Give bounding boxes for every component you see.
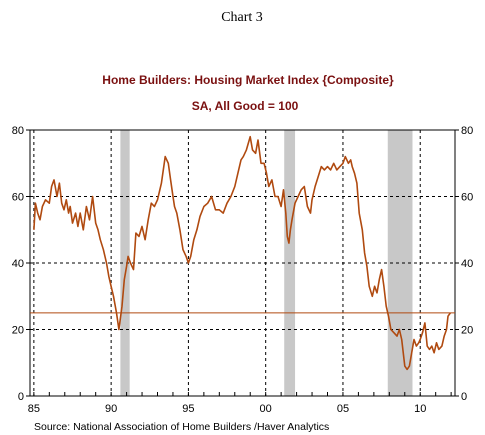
y-tick-label-right-4: 80 (461, 125, 473, 137)
y-tick-label-right-2: 40 (461, 258, 473, 270)
x-tick-label-5: 10 (414, 403, 426, 415)
y-tick-label-left-2: 40 (12, 258, 24, 270)
y-tick-label-right-0: 0 (461, 391, 467, 403)
y-tick-label-left-0: 0 (18, 391, 24, 403)
x-tick-label-1: 90 (105, 403, 117, 415)
chart-subtitle: SA, All Good = 100 (192, 99, 299, 113)
y-tick-label-right-1: 20 (461, 325, 473, 337)
y-tick-label-left-4: 80 (12, 125, 24, 137)
y-tick-label-left-1: 20 (12, 325, 24, 337)
x-tick-label-4: 05 (337, 403, 349, 415)
page-heading: Chart 3 (221, 10, 263, 25)
series-line-0 (33, 135, 452, 371)
recession-band-0 (120, 130, 130, 396)
y-tick-label-right-3: 60 (461, 192, 473, 204)
chart-title: Home Builders: Housing Market Index {Com… (102, 73, 394, 87)
y-tick-label-left-3: 60 (12, 192, 24, 204)
x-tick-label-3: 00 (260, 403, 272, 415)
x-tick-label-0: 85 (28, 403, 40, 415)
source-note: Source: National Association of Home Bui… (34, 421, 329, 433)
x-tick-label-2: 95 (182, 403, 194, 415)
